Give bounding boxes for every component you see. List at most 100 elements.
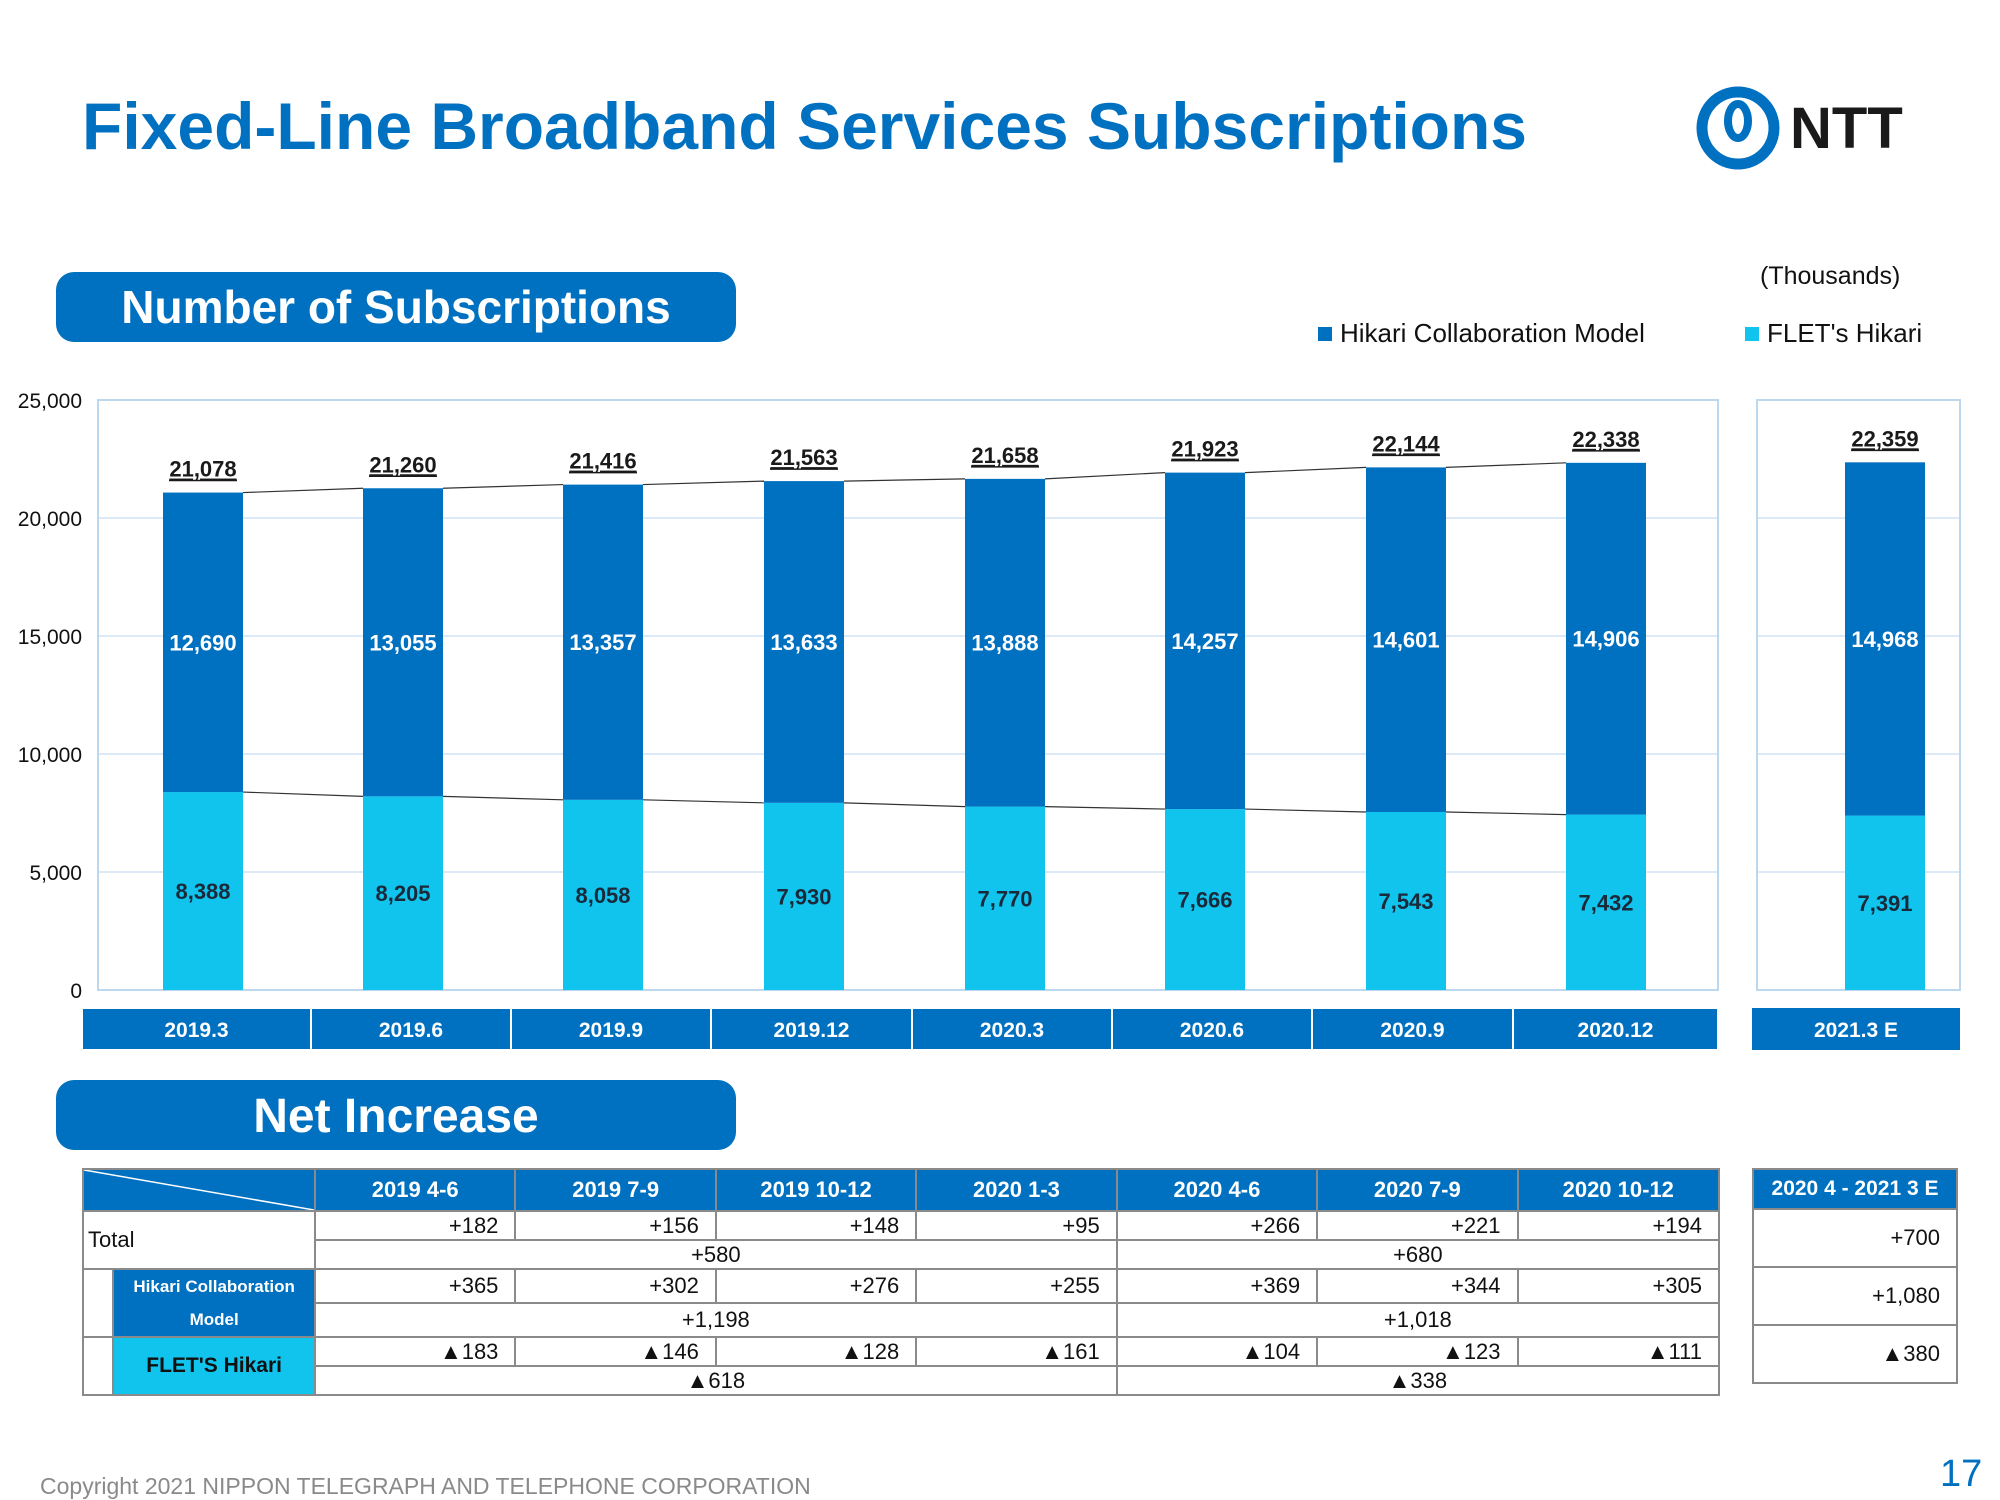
connector-total xyxy=(442,483,564,489)
table-cell: +194 xyxy=(1516,1210,1721,1241)
data-label-total: 22,144 xyxy=(1372,431,1440,456)
category-cell xyxy=(1752,1008,1960,1050)
table-cell: +302 xyxy=(514,1268,717,1304)
indent-spacer xyxy=(81,1336,114,1396)
bar-hikari xyxy=(1165,472,1245,810)
bar-hikari xyxy=(1845,462,1925,816)
legend-item-hikari: Hikari Collaboration Model xyxy=(1318,318,1645,349)
table-cell-fy: +1,198 xyxy=(314,1302,1118,1338)
bar-flets xyxy=(1366,811,1446,990)
data-label-total: 21,923 xyxy=(1171,437,1238,462)
category-label: 2019.12 xyxy=(774,1019,850,1042)
copyright-text: Copyright 2021 NIPPON TELEGRAPH AND TELE… xyxy=(40,1473,811,1499)
table-cell-fy: +580 xyxy=(314,1239,1118,1270)
table-cell: ▲111 xyxy=(1516,1336,1721,1367)
table-cell-fy: ▲338 xyxy=(1115,1365,1721,1396)
indent-spacer xyxy=(81,1268,114,1338)
data-label-total: 22,338 xyxy=(1572,427,1639,452)
category-cell xyxy=(710,1007,913,1051)
table-cell: +182 xyxy=(313,1210,517,1241)
data-label-flets: 8,205 xyxy=(375,881,430,906)
y-tick-label: 20,000 xyxy=(18,508,82,531)
connector-flets xyxy=(1044,806,1166,810)
column-header: 2020 7-9 xyxy=(1316,1168,1519,1212)
y-tick-label: 25,000 xyxy=(18,390,82,413)
connector-total xyxy=(1044,472,1166,480)
row-label-hikari: Hikari Collaboration Model xyxy=(112,1268,316,1338)
bar-flets xyxy=(163,792,243,990)
column-header: 2019 7-9 xyxy=(514,1168,717,1212)
row-label-flets: FLET'S Hikari xyxy=(112,1336,316,1396)
data-label-flets: 7,770 xyxy=(977,886,1032,911)
data-label-total: 21,416 xyxy=(569,449,636,474)
forecast-cell: +700 xyxy=(1752,1208,1958,1268)
ntt-logo: NTT xyxy=(1696,86,1903,170)
table-cell: +276 xyxy=(714,1268,918,1304)
bar-flets xyxy=(1165,809,1245,990)
table-cell: +255 xyxy=(915,1268,1118,1304)
column-header: 2019 4-6 xyxy=(313,1168,517,1212)
data-label-flets: 7,391 xyxy=(1857,891,1912,916)
legend-swatch-flets xyxy=(1745,326,1759,341)
data-label-total: 21,563 xyxy=(770,445,837,470)
table-cell: +95 xyxy=(915,1210,1118,1241)
forecast-cell: ▲380 xyxy=(1752,1324,1958,1384)
table-cell: +148 xyxy=(714,1210,918,1241)
table-cell: +156 xyxy=(514,1210,717,1241)
bar-flets xyxy=(1566,814,1646,990)
bar-flets xyxy=(965,806,1045,990)
category-label: 2019.6 xyxy=(379,1019,443,1042)
unit-label: (Thousands) xyxy=(1760,262,1901,290)
data-label-hikari: 12,690 xyxy=(169,630,236,655)
category-cell xyxy=(911,1007,1113,1051)
legend-label-flets: FLET's Hikari xyxy=(1767,318,1923,348)
subscriptions-chart: 0 5,000 10,000 15,000 20,000 25,000 8,388 12,69… xyxy=(18,390,1961,1051)
table-cell: +369 xyxy=(1115,1268,1319,1304)
category-label: 2020.3 xyxy=(980,1019,1044,1042)
bar-flets xyxy=(1845,815,1925,990)
data-label-hikari: 13,633 xyxy=(770,630,837,655)
bar-hikari xyxy=(965,478,1045,807)
data-label-flets: 8,058 xyxy=(575,883,630,908)
table-cell: ▲123 xyxy=(1316,1336,1519,1367)
category-cell xyxy=(510,1007,712,1051)
connector-total xyxy=(1244,466,1367,474)
connector-flets xyxy=(442,795,564,801)
forecast-table: 2020 4 - 2021 3 E +700 +1,080 ▲380 xyxy=(1752,1168,1958,1384)
table-cell-fy: ▲618 xyxy=(314,1365,1118,1396)
diagonal-line xyxy=(84,1170,314,1210)
connector-total xyxy=(242,487,364,494)
data-label-total: 21,078 xyxy=(169,457,236,482)
category-label: 2019.9 xyxy=(579,1019,643,1042)
data-label-flets: 7,432 xyxy=(1578,890,1633,915)
category-label: 2020.9 xyxy=(1380,1019,1444,1042)
connector-flets xyxy=(1244,808,1367,813)
data-label-hikari: 14,257 xyxy=(1171,629,1238,654)
category-label: 2019.3 xyxy=(164,1019,228,1042)
page-title: Fixed-Line Broadband Services Subscripti… xyxy=(82,89,1528,163)
table-cell: ▲183 xyxy=(313,1336,517,1367)
column-header: 2020 1-3 xyxy=(915,1168,1118,1212)
table-cell: +305 xyxy=(1516,1268,1721,1304)
plot-border xyxy=(97,399,1719,991)
connector-total xyxy=(642,480,765,486)
legend-item-flets: FLET's Hikari xyxy=(1745,318,1922,349)
table-cell: ▲104 xyxy=(1115,1336,1319,1367)
data-label-flets: 8,388 xyxy=(175,879,230,904)
legend-swatch-hikari xyxy=(1318,326,1332,341)
column-header: 2020 10-12 xyxy=(1516,1168,1721,1212)
bar-hikari xyxy=(1566,462,1646,815)
category-label: 2021.3 E xyxy=(1814,1019,1898,1042)
connector-flets xyxy=(843,802,966,808)
section-subscriptions-title: Number of Subscriptions xyxy=(56,272,736,342)
data-label-hikari: 14,906 xyxy=(1572,627,1639,652)
bar-hikari xyxy=(1366,467,1446,812)
forecast-cell: +1,080 xyxy=(1752,1266,1958,1326)
table-cell: +266 xyxy=(1115,1210,1319,1241)
logo-text: NTT xyxy=(1790,96,1903,161)
category-cell xyxy=(1311,1007,1514,1051)
data-label-hikari: 14,601 xyxy=(1372,628,1439,653)
data-label-total: 21,658 xyxy=(971,443,1038,468)
net-increase-table: 2019 4-6 2019 7-9 2019 10-12 2020 1-3 20… xyxy=(81,1168,1721,1396)
bar-hikari xyxy=(163,492,243,793)
